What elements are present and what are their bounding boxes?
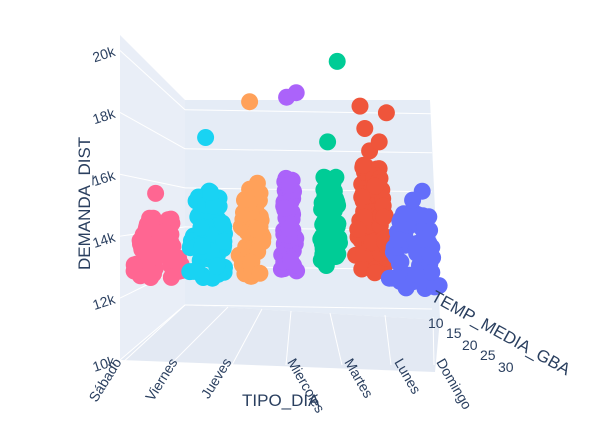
x-grid-line xyxy=(285,310,292,366)
x-axis-title: TIPO_DIA xyxy=(242,391,320,410)
data-point xyxy=(351,97,369,115)
z-tick-label: 12k xyxy=(91,290,118,313)
data-point xyxy=(193,237,211,255)
data-point xyxy=(407,266,425,283)
z-axis-ticks: 10k 12k 14k 16k 18k 20k xyxy=(91,43,118,375)
z-tick-label: 18k xyxy=(91,105,118,128)
data-point xyxy=(413,182,431,200)
z-grid-line xyxy=(184,148,433,154)
y-tick-label: 30 xyxy=(498,359,514,375)
data-point xyxy=(287,84,305,102)
data-point xyxy=(377,104,395,122)
z-grid-line xyxy=(184,304,433,310)
z-grid-line xyxy=(184,187,433,193)
data-point xyxy=(375,208,393,226)
data-point xyxy=(389,231,407,249)
data-point xyxy=(320,181,338,199)
data-point xyxy=(147,184,165,202)
data-point xyxy=(388,269,406,287)
x-grid-line xyxy=(384,314,392,366)
data-point xyxy=(133,241,151,258)
data-point xyxy=(423,263,441,281)
y-tick-label: 25 xyxy=(480,347,496,363)
z-grid-line xyxy=(119,173,186,189)
data-point xyxy=(162,233,180,250)
x-tick-label: Viernes xyxy=(142,355,181,404)
data-point xyxy=(319,133,337,151)
data-point xyxy=(236,191,254,208)
data-point xyxy=(187,262,205,280)
data-point xyxy=(162,268,180,286)
data-point xyxy=(366,264,384,282)
x-grid-line xyxy=(432,316,435,366)
floor xyxy=(120,305,440,372)
data-point xyxy=(315,213,333,231)
data-point xyxy=(192,219,210,236)
data-point xyxy=(202,183,219,201)
data-point xyxy=(354,156,372,174)
data-point xyxy=(414,207,432,225)
z-tick-label: 16k xyxy=(91,167,118,190)
data-point xyxy=(363,233,381,251)
data-point xyxy=(421,247,439,265)
data-point xyxy=(280,219,298,237)
data-point xyxy=(146,236,164,254)
data-point xyxy=(370,133,388,151)
x-grid-line xyxy=(169,306,229,366)
data-point xyxy=(391,255,408,273)
data-point xyxy=(408,244,426,262)
y-tick-label: 20 xyxy=(462,337,478,353)
data-point xyxy=(400,204,418,222)
x-grid-line xyxy=(231,308,263,366)
z-tick-label: 10k xyxy=(91,352,118,375)
data-point xyxy=(247,220,265,238)
data-point xyxy=(205,197,222,215)
data-point xyxy=(349,220,367,238)
data-point xyxy=(164,252,182,269)
data-point xyxy=(327,247,345,265)
y-tick-label: 15 xyxy=(446,325,462,341)
data-point xyxy=(314,228,332,245)
x-grid-line xyxy=(119,304,186,366)
data-point xyxy=(426,278,444,296)
data-point xyxy=(241,93,259,111)
x-tick-label: Domingo xyxy=(433,356,475,413)
z-tick-label: 20k xyxy=(91,43,118,66)
data-point xyxy=(282,252,300,270)
data-point xyxy=(125,256,143,274)
data-point xyxy=(353,260,371,278)
data-point xyxy=(213,214,231,232)
data-point xyxy=(276,199,294,217)
x-grid-line xyxy=(329,312,343,366)
data-point xyxy=(353,188,371,206)
data-point xyxy=(414,230,432,248)
z-grid-line xyxy=(119,304,186,361)
data-point xyxy=(251,264,269,282)
data-point xyxy=(280,176,298,194)
z-grid-line xyxy=(119,111,186,150)
data-points xyxy=(125,52,448,297)
data-point xyxy=(208,257,226,275)
data-point xyxy=(366,177,384,195)
data-point xyxy=(197,129,215,146)
y-tick-label: 10 xyxy=(428,315,444,331)
data-point xyxy=(317,198,335,216)
z-grid-line xyxy=(119,50,186,111)
z-tick-label: 14k xyxy=(91,229,118,252)
data-point xyxy=(215,232,233,250)
data-point xyxy=(328,52,346,70)
data-point xyxy=(356,120,374,137)
z-axis-title: DEMANDA_DIST xyxy=(75,137,94,270)
